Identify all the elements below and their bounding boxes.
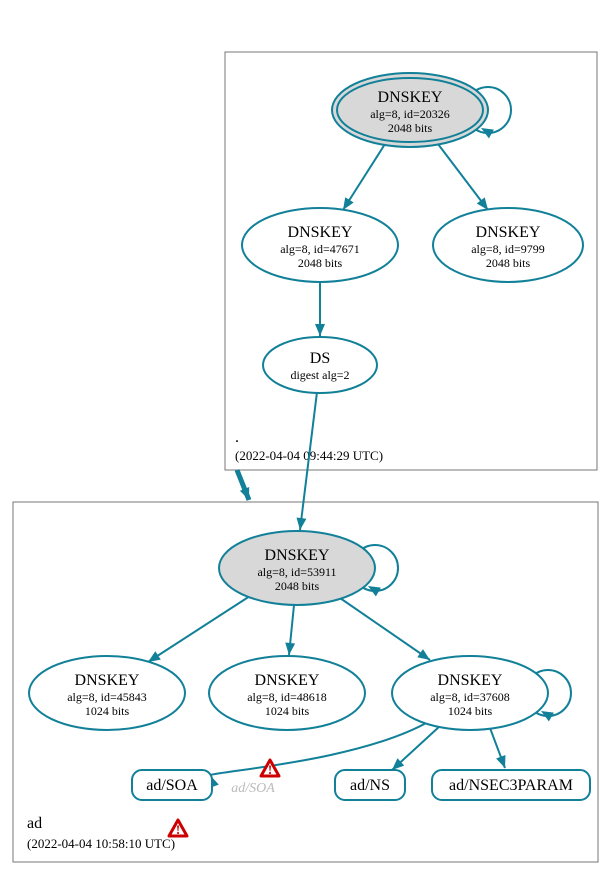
node-line2: alg=8, id=48618 <box>247 690 327 704</box>
node-line2: alg=8, id=45843 <box>67 690 147 704</box>
node-line3: 1024 bits <box>85 704 130 718</box>
dnssec-diagram: .(2022-04-04 09:44:29 UTC)ad(2022-04-04 … <box>0 0 613 869</box>
node-line2: alg=8, id=20326 <box>370 107 450 121</box>
edge <box>438 144 488 210</box>
node-title: DNSKEY <box>288 224 353 241</box>
edge <box>148 596 250 662</box>
node-title: DS <box>310 350 330 367</box>
node-title: DNSKEY <box>75 672 140 689</box>
node-title: DNSKEY <box>265 547 330 564</box>
zone-label-root: . <box>235 429 239 446</box>
node-line3: 1024 bits <box>265 704 310 718</box>
node-line3: 2048 bits <box>275 579 320 593</box>
node-title: DNSKEY <box>438 672 503 689</box>
node-line3: 2048 bits <box>486 256 531 270</box>
node-title: DNSKEY <box>476 224 541 241</box>
node-line2: alg=8, id=53911 <box>257 565 336 579</box>
node-title: DNSKEY <box>378 89 443 106</box>
node-line3: 2048 bits <box>388 121 433 135</box>
node-title: ad/NSEC3PARAM <box>449 777 573 794</box>
node-line2: digest alg=2 <box>290 368 349 382</box>
node-title: ad/NS <box>350 777 390 794</box>
zone-label-ad: ad <box>27 815 42 832</box>
edge <box>340 598 430 660</box>
zone-timestamp-ad: (2022-04-04 10:58:10 UTC) <box>27 836 175 851</box>
ghost-adsoa: ad/SOA <box>231 781 275 796</box>
node-line3: 2048 bits <box>298 256 343 270</box>
node-title: ad/SOA <box>146 777 198 794</box>
node-line3: 1024 bits <box>448 704 493 718</box>
node-line2: alg=8, id=9799 <box>471 242 545 256</box>
node-line2: alg=8, id=37608 <box>430 690 510 704</box>
node-line2: alg=8, id=47671 <box>280 242 360 256</box>
node-title: DNSKEY <box>255 672 320 689</box>
warning-exclaim: ! <box>268 762 272 777</box>
warning-exclaim: ! <box>176 822 180 837</box>
